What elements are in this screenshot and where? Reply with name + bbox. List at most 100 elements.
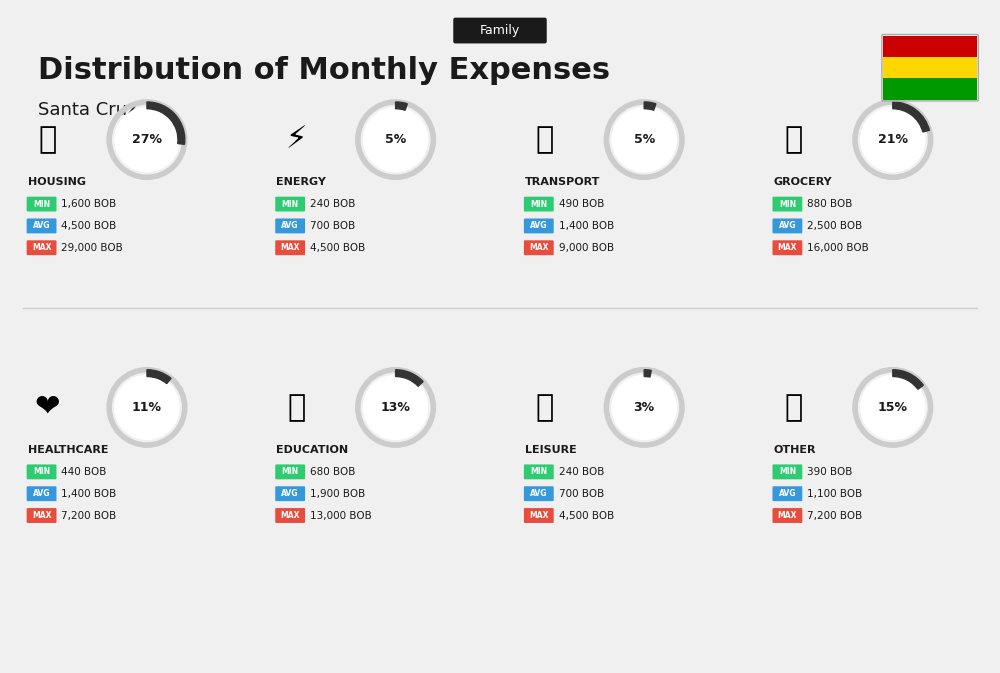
Text: 1,900 BOB: 1,900 BOB	[310, 489, 365, 499]
Text: AVG: AVG	[530, 221, 548, 230]
Circle shape	[115, 376, 179, 439]
Circle shape	[612, 376, 676, 439]
Text: LEISURE: LEISURE	[525, 445, 577, 455]
FancyBboxPatch shape	[524, 197, 554, 211]
Text: 🎓: 🎓	[287, 393, 305, 422]
Text: AVG: AVG	[530, 489, 548, 498]
Text: 240 BOB: 240 BOB	[559, 467, 604, 477]
FancyBboxPatch shape	[772, 508, 802, 523]
Text: HOUSING: HOUSING	[28, 177, 86, 187]
FancyBboxPatch shape	[27, 197, 56, 211]
FancyBboxPatch shape	[27, 240, 56, 255]
Text: MAX: MAX	[529, 511, 549, 520]
FancyBboxPatch shape	[883, 79, 977, 100]
Text: 390 BOB: 390 BOB	[807, 467, 853, 477]
Text: 880 BOB: 880 BOB	[807, 199, 853, 209]
Text: 490 BOB: 490 BOB	[559, 199, 604, 209]
Text: Family: Family	[480, 24, 520, 37]
Text: MIN: MIN	[530, 200, 547, 209]
Text: 700 BOB: 700 BOB	[559, 489, 604, 499]
Text: AVG: AVG	[281, 489, 299, 498]
FancyBboxPatch shape	[275, 240, 305, 255]
FancyBboxPatch shape	[275, 219, 305, 234]
Wedge shape	[644, 369, 651, 377]
Text: MAX: MAX	[778, 243, 797, 252]
Text: 🚌: 🚌	[536, 125, 554, 154]
FancyBboxPatch shape	[524, 219, 554, 234]
Circle shape	[363, 108, 428, 172]
FancyBboxPatch shape	[275, 487, 305, 501]
Text: 5%: 5%	[634, 133, 655, 146]
Text: 680 BOB: 680 BOB	[310, 467, 355, 477]
Text: ⚡: ⚡	[285, 125, 307, 154]
Text: 27%: 27%	[132, 133, 162, 146]
Text: 4,500 BOB: 4,500 BOB	[559, 511, 614, 520]
Text: 29,000 BOB: 29,000 BOB	[61, 243, 123, 253]
FancyBboxPatch shape	[27, 487, 56, 501]
FancyBboxPatch shape	[772, 219, 802, 234]
FancyBboxPatch shape	[772, 487, 802, 501]
Text: MIN: MIN	[530, 467, 547, 476]
Text: 🏢: 🏢	[38, 125, 57, 154]
Wedge shape	[644, 102, 656, 110]
Text: MIN: MIN	[33, 467, 50, 476]
Text: Santa Cruz: Santa Cruz	[38, 101, 136, 119]
Text: MAX: MAX	[32, 511, 51, 520]
Text: HEALTHCARE: HEALTHCARE	[28, 445, 108, 455]
Text: 4,500 BOB: 4,500 BOB	[61, 221, 117, 231]
Text: 21%: 21%	[878, 133, 908, 146]
Text: MIN: MIN	[33, 200, 50, 209]
Wedge shape	[893, 369, 923, 389]
Text: 11%: 11%	[132, 401, 162, 414]
Wedge shape	[147, 102, 185, 145]
Text: MAX: MAX	[280, 511, 300, 520]
FancyBboxPatch shape	[772, 464, 802, 479]
Text: 16,000 BOB: 16,000 BOB	[807, 243, 869, 253]
FancyBboxPatch shape	[524, 508, 554, 523]
FancyBboxPatch shape	[524, 464, 554, 479]
Text: 7,200 BOB: 7,200 BOB	[807, 511, 863, 520]
Text: GROCERY: GROCERY	[773, 177, 832, 187]
Text: 700 BOB: 700 BOB	[310, 221, 355, 231]
Text: 13,000 BOB: 13,000 BOB	[310, 511, 372, 520]
Text: 👛: 👛	[784, 393, 802, 422]
FancyBboxPatch shape	[524, 487, 554, 501]
Wedge shape	[396, 369, 423, 386]
Text: 13%: 13%	[381, 401, 411, 414]
Text: 240 BOB: 240 BOB	[310, 199, 355, 209]
Wedge shape	[396, 102, 407, 110]
Text: Distribution of Monthly Expenses: Distribution of Monthly Expenses	[38, 56, 610, 85]
Text: 3%: 3%	[634, 401, 655, 414]
Text: TRANSPORT: TRANSPORT	[525, 177, 600, 187]
Circle shape	[612, 108, 676, 172]
Text: 15%: 15%	[878, 401, 908, 414]
Text: OTHER: OTHER	[773, 445, 816, 455]
Text: 2,500 BOB: 2,500 BOB	[807, 221, 863, 231]
Text: 7,200 BOB: 7,200 BOB	[61, 511, 117, 520]
Text: MAX: MAX	[529, 243, 549, 252]
Text: AVG: AVG	[281, 221, 299, 230]
Text: MAX: MAX	[32, 243, 51, 252]
FancyBboxPatch shape	[453, 17, 547, 44]
Text: MIN: MIN	[282, 467, 299, 476]
Wedge shape	[893, 102, 929, 132]
FancyBboxPatch shape	[772, 197, 802, 211]
FancyBboxPatch shape	[524, 240, 554, 255]
Text: 9,000 BOB: 9,000 BOB	[559, 243, 614, 253]
Text: ENERGY: ENERGY	[276, 177, 326, 187]
Text: AVG: AVG	[779, 221, 796, 230]
Text: 1,600 BOB: 1,600 BOB	[61, 199, 117, 209]
Text: 1,100 BOB: 1,100 BOB	[807, 489, 863, 499]
Text: 🛒: 🛒	[784, 125, 802, 154]
Text: AVG: AVG	[779, 489, 796, 498]
Text: 4,500 BOB: 4,500 BOB	[310, 243, 365, 253]
Text: 🛍️: 🛍️	[536, 393, 554, 422]
Text: MAX: MAX	[280, 243, 300, 252]
FancyBboxPatch shape	[27, 464, 56, 479]
Text: 440 BOB: 440 BOB	[61, 467, 107, 477]
Text: MIN: MIN	[282, 200, 299, 209]
FancyBboxPatch shape	[27, 219, 56, 234]
Text: AVG: AVG	[33, 489, 50, 498]
FancyBboxPatch shape	[275, 508, 305, 523]
Text: AVG: AVG	[33, 221, 50, 230]
